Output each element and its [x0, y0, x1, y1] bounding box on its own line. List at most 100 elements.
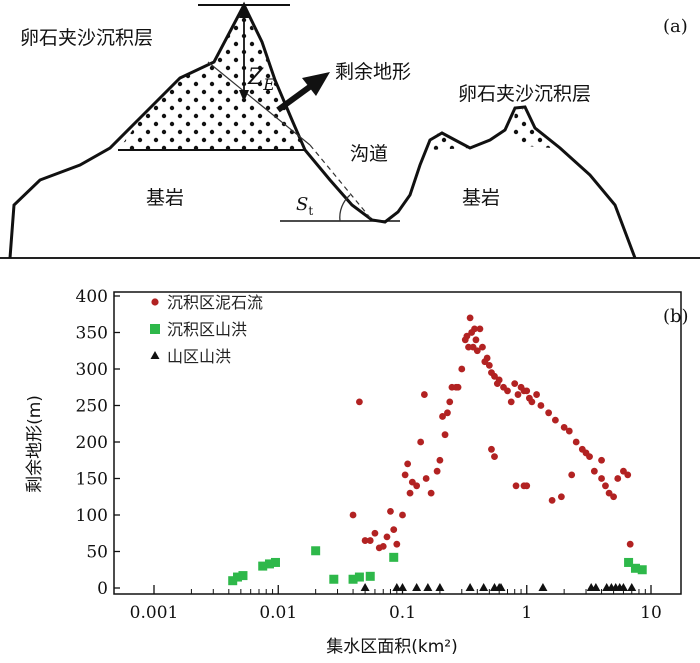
residual-label: 剩余地形	[335, 61, 411, 83]
point-debris-flow	[463, 332, 471, 340]
point-flood-mountain	[423, 583, 433, 591]
plot-frame	[113, 291, 682, 595]
point-flood-deposit	[329, 574, 339, 584]
legend-marker	[151, 298, 159, 306]
point-debris-flow	[444, 409, 451, 417]
x-tick-label: 10	[640, 603, 662, 623]
x-tick-label: 1	[521, 603, 532, 623]
panel-a-label: (a)	[663, 16, 688, 37]
point-debris-flow	[565, 427, 573, 435]
point-flood-deposit	[354, 572, 364, 582]
y-tick-label: 0	[97, 579, 108, 599]
point-debris-flow	[495, 376, 503, 384]
point-debris-flow	[433, 467, 441, 475]
y-tick-label: 300	[76, 360, 108, 380]
point-debris-flow	[545, 409, 553, 417]
point-flood-mountain	[538, 583, 548, 591]
point-debris-flow	[387, 507, 394, 515]
point-debris-flow	[406, 489, 414, 497]
point-debris-flow	[614, 475, 622, 482]
point-flood-mountain	[465, 583, 475, 591]
panel-b-label: (b)	[663, 306, 689, 327]
deposit-right-fill	[428, 133, 470, 150]
point-debris-flow	[514, 391, 522, 398]
point-debris-flow	[361, 537, 369, 544]
point-debris-flow	[560, 424, 568, 431]
residual-arrow-shaft	[276, 80, 317, 113]
left-deposit-label: 卵石夹沙沉积层	[20, 27, 153, 49]
point-debris-flow	[466, 314, 474, 322]
point-flood-deposit	[258, 561, 268, 571]
point-debris-flow	[420, 391, 428, 398]
point-debris-flow	[488, 445, 495, 453]
data-points	[228, 314, 647, 591]
right-deposit-label: 卵石夹沙沉积层	[458, 83, 591, 105]
point-debris-flow	[390, 526, 398, 533]
point-debris-flow	[401, 471, 409, 479]
point-debris-flow	[491, 453, 498, 460]
point-debris-flow	[507, 398, 515, 406]
point-flood-mountain	[435, 583, 445, 591]
x-tick-label: 0.01	[259, 603, 297, 623]
point-debris-flow	[610, 493, 617, 501]
point-debris-flow	[523, 482, 531, 490]
point-debris-flow	[485, 361, 493, 369]
x-axis: 0.001 0.01 0.1 1 10	[130, 585, 662, 623]
point-debris-flow	[439, 413, 446, 420]
point-debris-flow	[605, 489, 613, 497]
point-debris-flow	[476, 325, 484, 333]
point-debris-flow	[399, 511, 406, 519]
point-flood-mountain	[627, 583, 637, 591]
point-debris-flow	[366, 537, 374, 544]
point-debris-flow	[512, 482, 520, 490]
slope-line-solid	[207, 61, 311, 146]
legend-label: 沉积区泥石流	[167, 293, 263, 312]
point-debris-flow	[602, 482, 609, 490]
point-flood-mountain	[392, 583, 402, 591]
point-debris-flow	[471, 325, 478, 333]
point-debris-flow	[458, 365, 466, 373]
ze-label: ZE	[247, 65, 275, 94]
point-debris-flow	[371, 529, 379, 537]
deposit-left-fill	[118, 6, 305, 150]
bedrock-right-label: 基岩	[462, 187, 500, 209]
point-debris-flow	[511, 380, 519, 387]
point-debris-flow	[349, 511, 357, 519]
point-flood-deposit	[348, 574, 358, 584]
point-debris-flow	[598, 456, 605, 464]
y-tick-label: 50	[86, 543, 108, 563]
point-debris-flow	[557, 493, 565, 501]
point-debris-flow	[441, 431, 449, 439]
point-flood-mountain	[618, 583, 628, 591]
point-debris-flow	[537, 402, 545, 409]
y-tick-label: 150	[76, 470, 108, 490]
legend-marker	[150, 324, 160, 334]
channel-label: 沟道	[350, 143, 388, 165]
point-debris-flow	[572, 438, 580, 446]
point-flood-mountain	[591, 583, 601, 591]
point-debris-flow	[590, 467, 598, 475]
point-debris-flow	[598, 475, 605, 482]
point-flood-deposit	[233, 572, 243, 582]
point-flood-deposit	[637, 565, 647, 575]
point-debris-flow	[472, 336, 480, 344]
point-debris-flow	[523, 387, 531, 395]
terrain-outline	[8, 1, 637, 259]
y-tick-label: 400	[76, 287, 108, 307]
point-flood-deposit	[264, 559, 274, 569]
y-axis-title: 剩余地形(m)	[25, 395, 45, 493]
point-flood-deposit	[365, 571, 375, 581]
x-tick-label: 0.001	[130, 603, 179, 623]
point-debris-flow	[427, 489, 435, 497]
point-debris-flow	[626, 540, 634, 548]
x-axis-title: 集水区面积(km²)	[326, 637, 457, 657]
point-debris-flow	[568, 471, 576, 479]
point-debris-flow	[533, 391, 540, 398]
legend-marker	[150, 351, 160, 359]
point-debris-flow	[446, 398, 454, 406]
y-tick-label: 100	[76, 506, 108, 526]
point-flood-deposit	[238, 571, 248, 581]
